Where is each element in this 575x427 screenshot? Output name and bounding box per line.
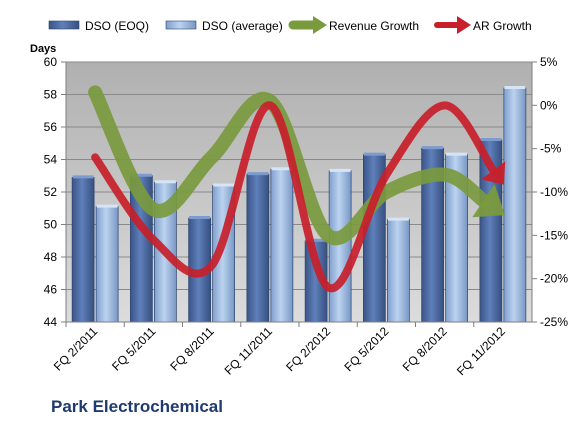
y-tick-label: 44 bbox=[44, 315, 58, 329]
bar-dso-eoq bbox=[71, 177, 95, 323]
legend-swatch-arrowhead bbox=[313, 16, 327, 34]
y2-tick-label: -15% bbox=[540, 228, 568, 242]
bar-cap bbox=[329, 168, 351, 172]
bar-cap bbox=[363, 152, 385, 156]
bar-dso-average bbox=[503, 87, 527, 323]
y2-tick-label: -5% bbox=[540, 142, 562, 156]
y-tick-label: 52 bbox=[44, 185, 58, 199]
bar-cap bbox=[504, 86, 526, 89]
legend-swatch bbox=[165, 20, 197, 30]
bar-dso-average bbox=[328, 170, 352, 323]
bar-cap bbox=[422, 146, 444, 150]
bar-dso-average bbox=[270, 168, 294, 323]
y-tick-label: 56 bbox=[44, 120, 58, 134]
bar-cap bbox=[96, 204, 118, 208]
legend-label: DSO (EOQ) bbox=[85, 19, 149, 33]
ar-growth-line bbox=[91, 101, 498, 293]
y2-tick-label: 0% bbox=[540, 98, 558, 112]
bar-dso-average bbox=[95, 206, 119, 323]
y-tick-label: 58 bbox=[44, 88, 58, 102]
x-tick-label: FQ 11/2012 bbox=[454, 324, 508, 378]
x-tick-label: FQ 11/2011 bbox=[222, 324, 276, 378]
bar-cap bbox=[72, 175, 94, 179]
y-tick-label: 46 bbox=[44, 283, 58, 297]
x-tick-label: FQ 5/2012 bbox=[342, 324, 392, 374]
ar-growth-arrowhead bbox=[481, 161, 506, 185]
legend-label: DSO (average) bbox=[202, 19, 283, 33]
legend: DSO (EOQ) DSO (average) Revenue Growth AR G… bbox=[48, 16, 532, 34]
legend-swatch bbox=[48, 20, 80, 30]
y2-tick-label: -10% bbox=[540, 185, 568, 199]
bar-cap bbox=[446, 152, 468, 156]
legend-swatch-arrowhead bbox=[457, 16, 471, 34]
company-title: Park Electrochemical bbox=[51, 397, 223, 416]
x-tick-label: FQ 5/2011 bbox=[109, 324, 159, 374]
bar-cap bbox=[305, 238, 327, 242]
x-tick-label: FQ 8/2012 bbox=[400, 324, 450, 374]
bars bbox=[71, 86, 527, 323]
y-tick-label: 60 bbox=[44, 55, 58, 69]
x-tick-label: FQ 2/2012 bbox=[283, 324, 333, 374]
y2-tick-label: -25% bbox=[540, 315, 568, 329]
x-tick-label: FQ 8/2011 bbox=[167, 324, 217, 374]
y2-tick-label: 5% bbox=[540, 55, 558, 69]
y-axis-title: Days bbox=[30, 43, 56, 55]
bar-dso-average bbox=[387, 219, 410, 323]
revenue-growth-arrowhead bbox=[472, 184, 506, 218]
y-tick-label: 48 bbox=[44, 250, 58, 264]
bar-cap bbox=[247, 172, 269, 176]
bar-dso-eoq bbox=[246, 173, 270, 323]
bar-cap bbox=[189, 216, 211, 219]
bar-cap bbox=[271, 167, 293, 171]
bar-cap bbox=[213, 183, 235, 187]
bar-cap bbox=[480, 138, 502, 141]
y-tick-label: 54 bbox=[44, 153, 58, 167]
x-tick-label: FQ 2/2011 bbox=[51, 324, 101, 374]
y-tick-label: 50 bbox=[44, 218, 58, 232]
legend-label: AR Growth bbox=[473, 19, 532, 33]
bar-cap bbox=[387, 217, 409, 221]
legend-label: Revenue Growth bbox=[329, 19, 419, 33]
y2-tick-label: -20% bbox=[540, 272, 568, 286]
bar-cap bbox=[130, 173, 152, 177]
bar-cap bbox=[154, 180, 176, 184]
growth-lines bbox=[88, 85, 506, 293]
